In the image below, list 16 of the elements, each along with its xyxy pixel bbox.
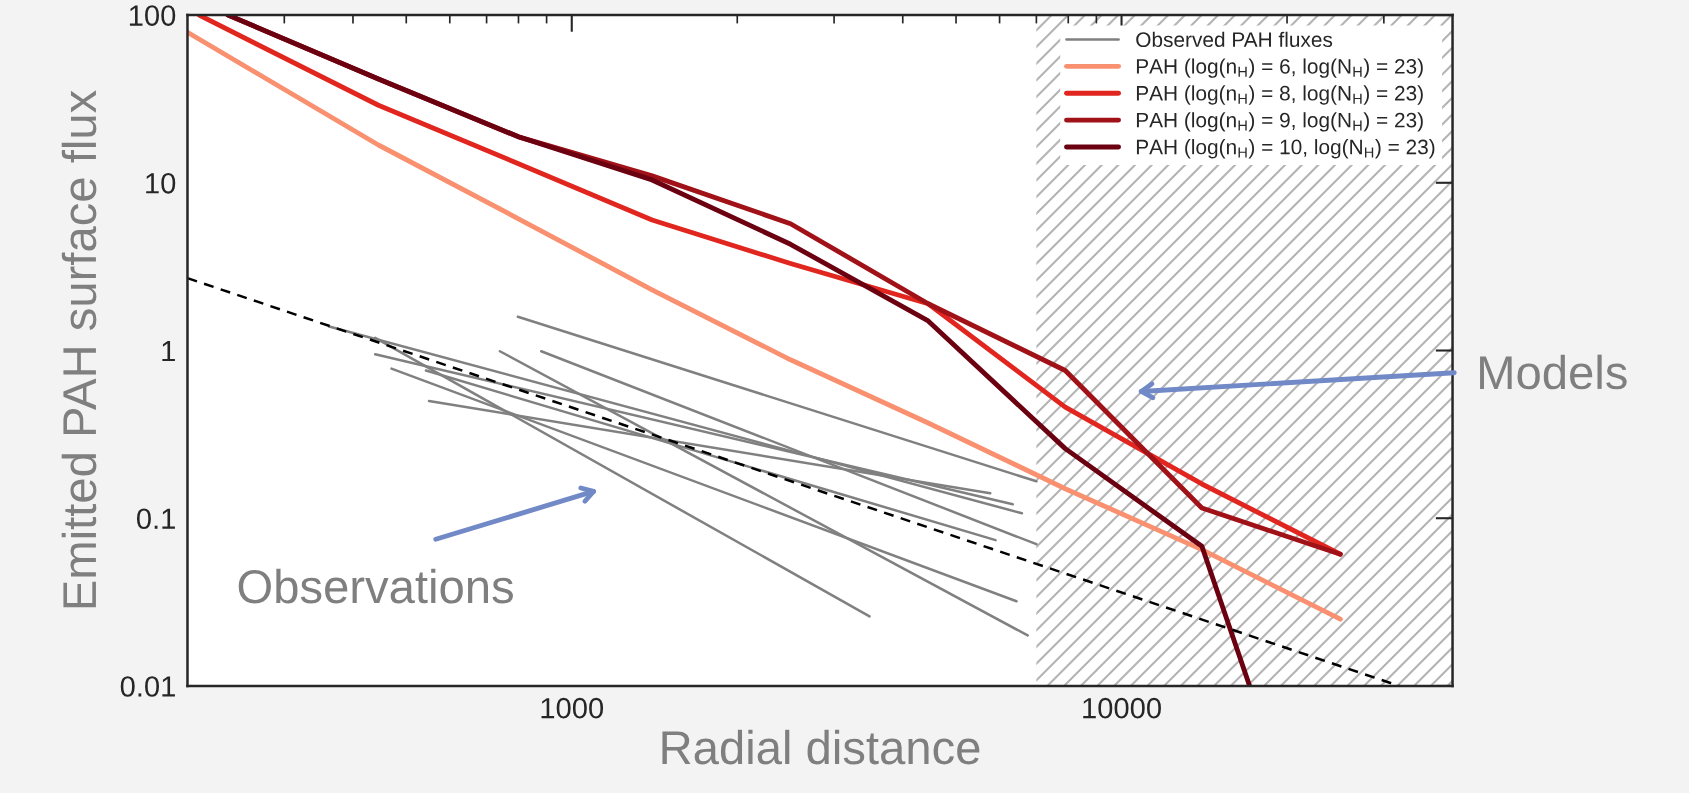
y-tick-label: 100 — [129, 5, 176, 26]
legend-label: PAH (log(n$_{H}$) = 10, log(N$_{H}$) = 23) — [1136, 139, 1435, 159]
y-tick-label: 0.1 — [136, 508, 175, 530]
x-axis-title: Radial distance — [662, 729, 980, 765]
x-tick-label: 10000 — [1083, 697, 1161, 719]
y-tick-label: 0.01 — [120, 676, 175, 697]
y-axis-title: Emitted PAH surface flux — [61, 90, 97, 608]
text: Models — [1480, 354, 1627, 390]
legend-label: PAH (log(n$_{H}$) = 6, log(N$_{H}$) = 23) — [1136, 58, 1423, 78]
legend-label: PAH (log(n$_{H}$) = 9, log(N$_{H}$) = 23) — [1136, 112, 1423, 132]
y-tick-label: 10 — [146, 172, 176, 194]
y-tick-label: 1 — [162, 341, 175, 362]
x-tick-label: 1000 — [541, 697, 604, 719]
legend-label: PAH (log(n$_{H}$) = 8, log(N$_{H}$) = 23) — [1136, 85, 1423, 105]
legend-label: Observed PAH fluxes — [1136, 31, 1333, 48]
annotation: Observations — [238, 568, 513, 604]
